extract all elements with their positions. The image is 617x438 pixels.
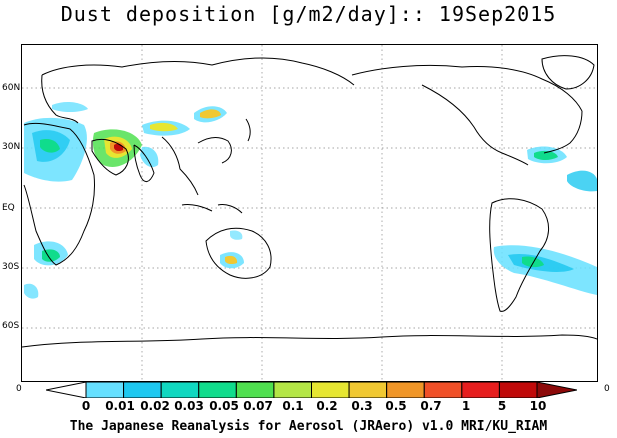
colorbar-segment [498,382,538,398]
map-canvas [22,45,597,381]
colorbar-tick: 0.05 [209,399,239,413]
lat-label-60s: 60S [2,321,20,331]
credit-line: The Japanese Reanalysis for Aerosol (JRA… [69,419,548,434]
colorbar-segment [423,382,463,398]
colorbar-segment [123,382,162,398]
colorbar-tick: 0.7 [420,399,442,413]
colorbar-segment [386,382,425,398]
colorbar-segment [311,382,350,398]
lat-label-eq: EQ [2,203,15,213]
colorbar-tick: 1 [461,399,471,413]
map-title: Dust deposition [g/m2/day]:: 19Sep2015 [60,2,557,26]
colorbar-segment [85,382,125,398]
coastlines [22,55,597,348]
colorbar-segment [348,382,388,398]
colorbar-tick-labels: 0 0.01 0.02 0.03 0.05 0.07 0.1 0.2 0.3 0… [0,399,617,413]
world-map [21,44,598,382]
colorbar-segment-left-arrow [46,382,87,398]
lat-label-30n: 30N [2,142,21,152]
dust-deposition-field [24,102,597,299]
colorbar-segment [461,382,500,398]
colorbar-segment [235,382,275,398]
colorbar-right-edge-label: 0 [604,384,610,394]
colorbar-tick: 0.5 [385,399,407,413]
lat-label-30s: 30S [2,262,20,272]
colorbar [46,382,577,398]
colorbar-segment [160,382,200,398]
colorbar-tick: 0.1 [282,399,304,413]
colorbar-tick: 0.01 [105,399,135,413]
colorbar-left-edge-label: 0 [16,384,22,394]
colorbar-tick: 0.03 [174,399,204,413]
colorbar-segment-right-arrow [536,382,577,398]
colorbar-segment [198,382,237,398]
lat-label-60n: 60N [2,83,21,93]
colorbar-tick: 0 [81,399,91,413]
colorbar-tick: 0.07 [243,399,273,413]
colorbar-segment [273,382,313,398]
graticule [22,45,597,381]
colorbar-tick: 0.2 [316,399,338,413]
colorbar-tick: 0.02 [140,399,170,413]
colorbar-tick: 10 [529,399,547,413]
colorbar-tick: 5 [497,399,507,413]
colorbar-tick: 0.3 [351,399,373,413]
